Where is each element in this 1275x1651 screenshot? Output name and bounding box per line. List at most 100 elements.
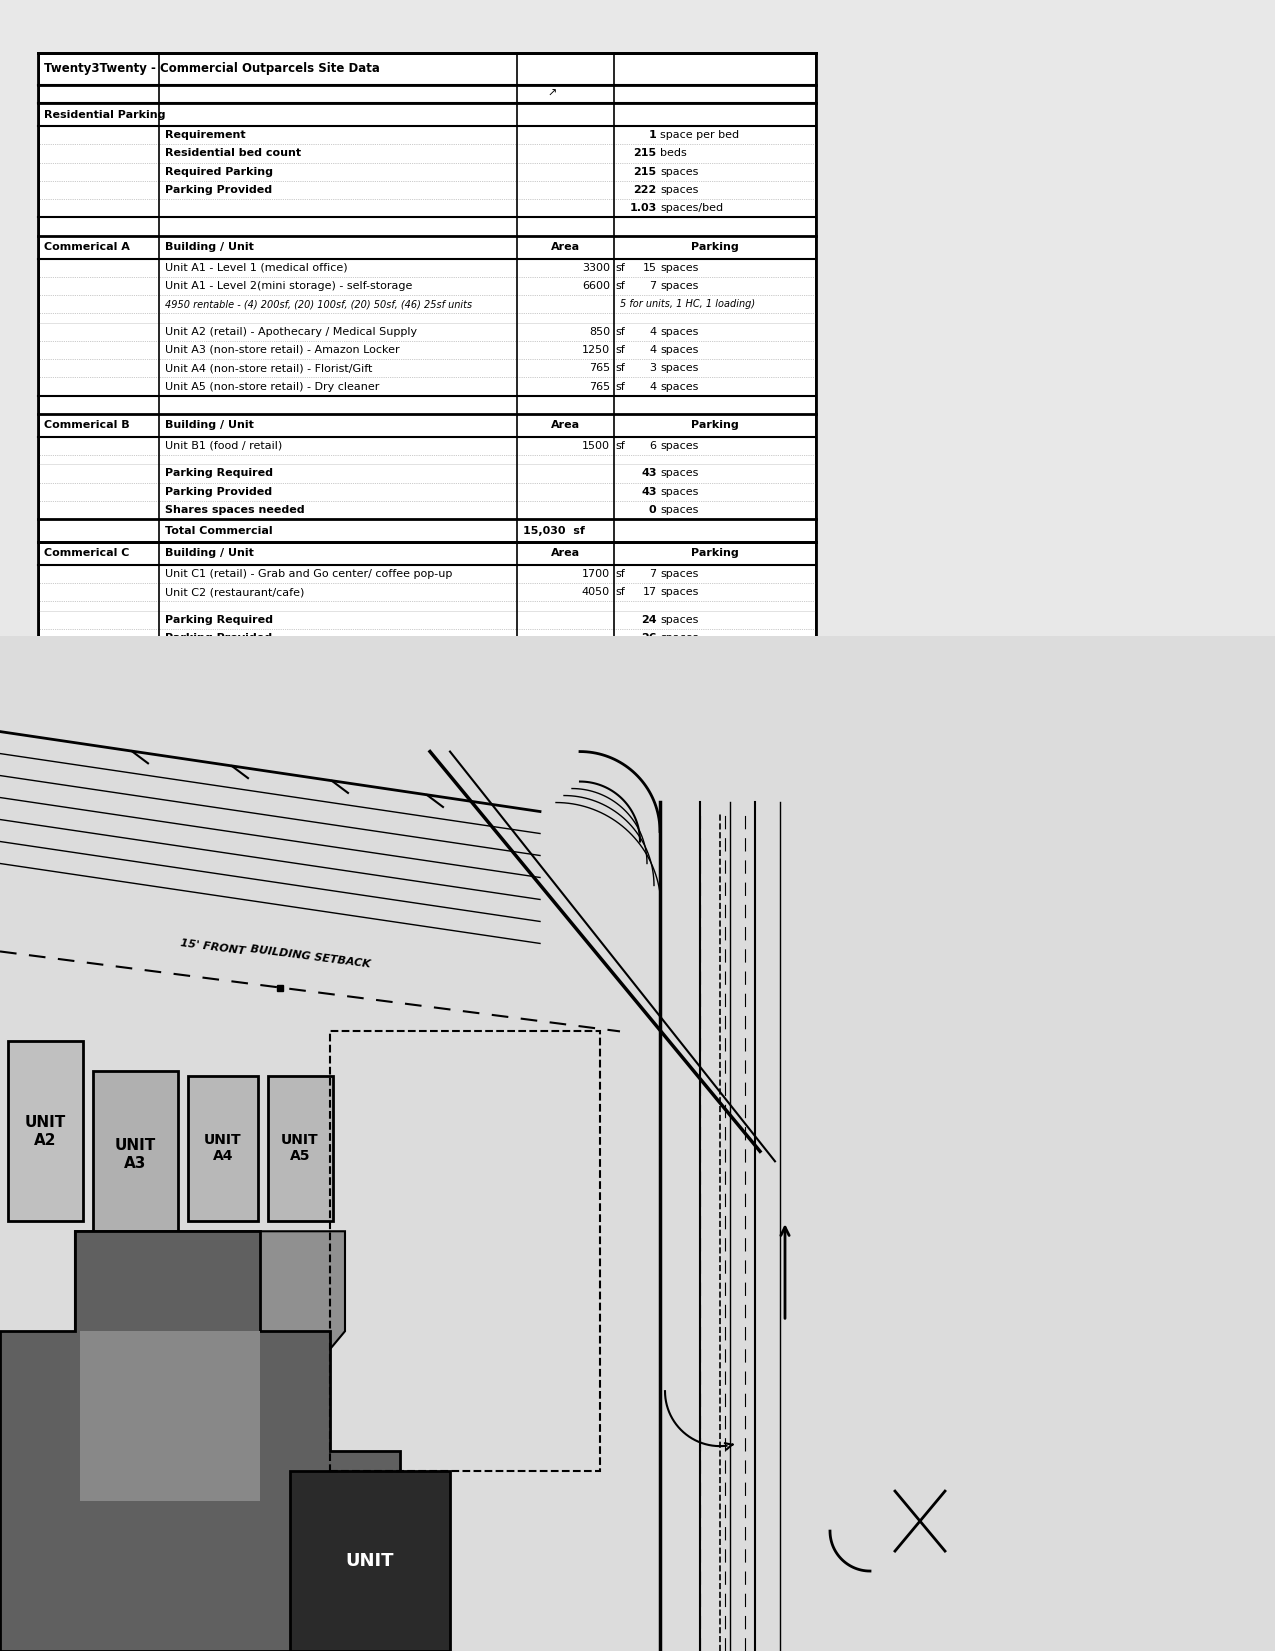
Text: 222: 222 bbox=[634, 185, 657, 195]
Text: 1700: 1700 bbox=[581, 570, 609, 580]
Text: 26: 26 bbox=[641, 632, 657, 642]
Text: UNIT
A5: UNIT A5 bbox=[282, 1133, 319, 1164]
Text: spaces: spaces bbox=[660, 487, 699, 497]
Text: -2: -2 bbox=[644, 650, 657, 660]
Text: 0: 0 bbox=[649, 505, 657, 515]
Text: 15,030  sf: 15,030 sf bbox=[523, 525, 585, 535]
Text: Unit C2 (restaurant/cafe): Unit C2 (restaurant/cafe) bbox=[164, 588, 305, 598]
Bar bbox=[80, 1331, 260, 1501]
Text: sf: sf bbox=[616, 363, 625, 373]
Bar bbox=[187, 1076, 258, 1222]
Text: Total Commercial: Total Commercial bbox=[164, 525, 273, 535]
Text: Parking Provided: Parking Provided bbox=[164, 185, 272, 195]
Text: 7: 7 bbox=[649, 281, 657, 291]
Text: Unit B1 (food / retail): Unit B1 (food / retail) bbox=[164, 441, 282, 451]
Text: spaces/bed: spaces/bed bbox=[660, 203, 724, 213]
Text: UNIT
A4: UNIT A4 bbox=[204, 1133, 242, 1164]
Text: 1.03: 1.03 bbox=[630, 203, 657, 213]
Text: 4950 rentable - (4) 200sf, (20) 100sf, (20) 50sf, (46) 25sf units: 4950 rentable - (4) 200sf, (20) 100sf, (… bbox=[164, 299, 472, 309]
Text: UNIT
A2: UNIT A2 bbox=[24, 1114, 65, 1147]
Text: spaces: spaces bbox=[660, 185, 699, 195]
Text: sf: sf bbox=[616, 327, 625, 337]
Text: Parking Required: Parking Required bbox=[164, 469, 273, 479]
Text: spaces: spaces bbox=[660, 614, 699, 624]
Text: sf: sf bbox=[616, 588, 625, 598]
Text: Parking: Parking bbox=[691, 548, 738, 558]
Text: Parking Provided: Parking Provided bbox=[164, 487, 272, 497]
Polygon shape bbox=[75, 1232, 346, 1451]
Bar bbox=[289, 1471, 450, 1651]
Text: 6600: 6600 bbox=[581, 281, 609, 291]
Text: Residential bed count: Residential bed count bbox=[164, 149, 301, 158]
Text: sf: sf bbox=[616, 345, 625, 355]
Text: Shares spaces needed: Shares spaces needed bbox=[164, 650, 305, 660]
Text: Building / Unit: Building / Unit bbox=[164, 421, 254, 431]
Text: space per bed: space per bed bbox=[660, 130, 740, 140]
Text: 43: 43 bbox=[641, 487, 657, 497]
Text: 3300: 3300 bbox=[581, 263, 609, 272]
Text: 17: 17 bbox=[643, 588, 657, 598]
Text: 15: 15 bbox=[643, 263, 657, 272]
Text: 1500: 1500 bbox=[581, 441, 609, 451]
Text: Twenty3Twenty - Commercial Outparcels Site Data: Twenty3Twenty - Commercial Outparcels Si… bbox=[45, 63, 380, 76]
Text: Building / Unit: Building / Unit bbox=[164, 243, 254, 253]
Bar bbox=[93, 1071, 178, 1237]
Text: ↗: ↗ bbox=[548, 89, 557, 99]
Text: beds: beds bbox=[660, 149, 687, 158]
Text: UNIT: UNIT bbox=[346, 1552, 394, 1570]
Text: Unit A2 (retail) - Apothecary / Medical Supply: Unit A2 (retail) - Apothecary / Medical … bbox=[164, 327, 417, 337]
Text: sf: sf bbox=[616, 570, 625, 580]
Text: 24: 24 bbox=[641, 614, 657, 624]
Text: spaces: spaces bbox=[660, 469, 699, 479]
Bar bbox=[268, 1076, 333, 1222]
Text: 4: 4 bbox=[649, 327, 657, 337]
Text: Area: Area bbox=[551, 243, 580, 253]
Text: Required Parking: Required Parking bbox=[164, 167, 273, 177]
Text: 5 for units, 1 HC, 1 loading): 5 for units, 1 HC, 1 loading) bbox=[620, 299, 755, 309]
Text: 1: 1 bbox=[649, 130, 657, 140]
Text: 4: 4 bbox=[649, 345, 657, 355]
Text: Parking Provided: Parking Provided bbox=[164, 632, 272, 642]
Text: Unit A1 - Level 2(mini storage) - self-storage: Unit A1 - Level 2(mini storage) - self-s… bbox=[164, 281, 412, 291]
Text: Commerical A: Commerical A bbox=[45, 243, 130, 253]
Text: Requirement: Requirement bbox=[164, 130, 246, 140]
Text: Area: Area bbox=[551, 421, 580, 431]
Text: 765: 765 bbox=[589, 381, 609, 391]
Text: 15' FRONT: 15' FRONT bbox=[180, 938, 246, 956]
Text: spaces: spaces bbox=[660, 327, 699, 337]
Text: BUILDING SETBACK: BUILDING SETBACK bbox=[250, 944, 371, 969]
Polygon shape bbox=[0, 1232, 400, 1651]
Text: spaces: spaces bbox=[660, 505, 699, 515]
Text: Shares spaces needed: Shares spaces needed bbox=[164, 505, 305, 515]
Text: Commerical B: Commerical B bbox=[45, 421, 130, 431]
Text: 215: 215 bbox=[634, 167, 657, 177]
Text: 43: 43 bbox=[641, 469, 657, 479]
Text: Parking: Parking bbox=[691, 243, 738, 253]
Text: spaces: spaces bbox=[660, 263, 699, 272]
Text: spaces: spaces bbox=[660, 345, 699, 355]
Text: Unit A1 - Level 1 (medical office): Unit A1 - Level 1 (medical office) bbox=[164, 263, 348, 272]
Text: sf: sf bbox=[616, 263, 625, 272]
Text: UNIT
A3: UNIT A3 bbox=[115, 1138, 156, 1171]
Text: 215: 215 bbox=[634, 149, 657, 158]
Text: Parking: Parking bbox=[691, 421, 738, 431]
Text: spaces: spaces bbox=[660, 281, 699, 291]
Text: Unit A3 (non-store retail) - Amazon Locker: Unit A3 (non-store retail) - Amazon Lock… bbox=[164, 345, 399, 355]
Text: Commerical C: Commerical C bbox=[45, 548, 130, 558]
Text: 1250: 1250 bbox=[581, 345, 609, 355]
Bar bbox=[330, 1032, 601, 1471]
Text: spaces: spaces bbox=[660, 650, 699, 660]
Text: sf: sf bbox=[616, 381, 625, 391]
Text: spaces: spaces bbox=[660, 588, 699, 598]
Text: Area: Area bbox=[551, 548, 580, 558]
Text: 7: 7 bbox=[649, 570, 657, 580]
Text: 4: 4 bbox=[649, 381, 657, 391]
Text: Unit A5 (non-store retail) - Dry cleaner: Unit A5 (non-store retail) - Dry cleaner bbox=[164, 381, 380, 391]
Text: spaces: spaces bbox=[660, 441, 699, 451]
Bar bbox=[8, 1042, 83, 1222]
Text: Unit C1 (retail) - Grab and Go center/ coffee pop-up: Unit C1 (retail) - Grab and Go center/ c… bbox=[164, 570, 453, 580]
Text: 850: 850 bbox=[589, 327, 609, 337]
Text: 3: 3 bbox=[649, 363, 657, 373]
Text: 765: 765 bbox=[589, 363, 609, 373]
Text: spaces: spaces bbox=[660, 570, 699, 580]
